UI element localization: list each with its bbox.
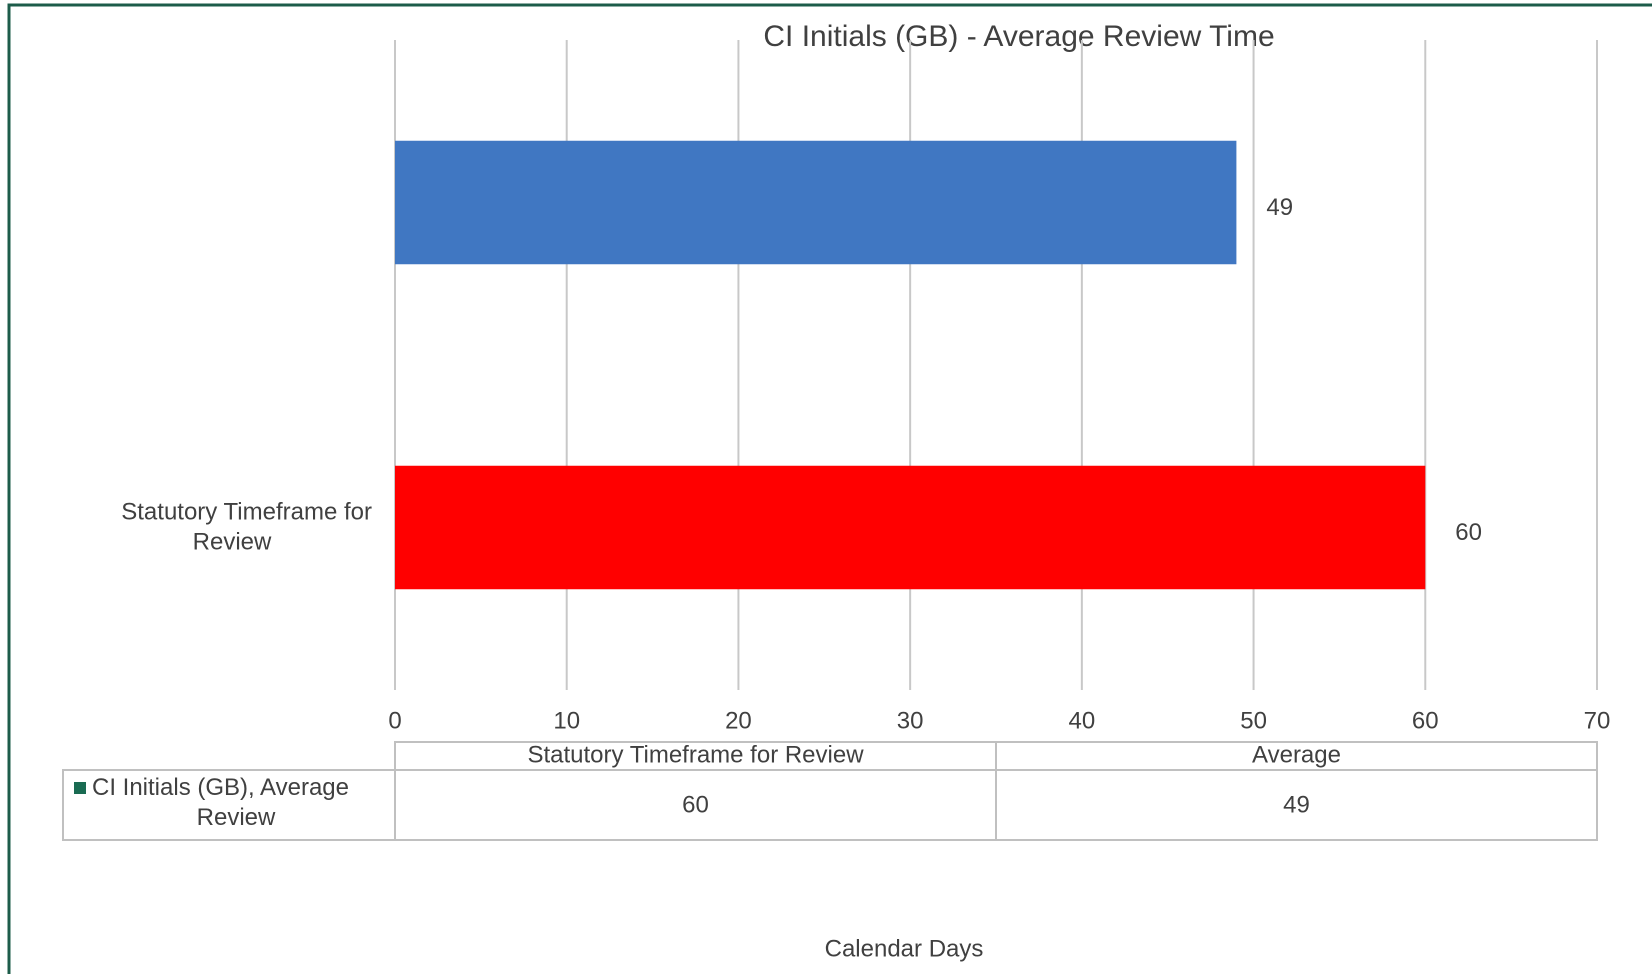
legend-key <box>74 782 86 794</box>
table-value: 60 <box>682 791 709 818</box>
bar <box>395 140 1237 265</box>
data-label: 60 <box>1455 519 1482 546</box>
x-axis-label: Calendar Days <box>825 935 984 962</box>
x-tick-label: 60 <box>1412 707 1439 734</box>
table-value: 49 <box>1283 791 1310 818</box>
x-tick-label: 50 <box>1240 707 1267 734</box>
data-label: 49 <box>1266 194 1293 221</box>
table-cell <box>995 769 1598 841</box>
bar <box>395 465 1426 590</box>
table-header: Average <box>1252 741 1341 768</box>
table-series-name: CI Initials (GB), Average Review <box>92 774 349 831</box>
table-header: Statutory Timeframe for Review <box>527 741 864 768</box>
x-tick-label: 40 <box>1069 707 1096 734</box>
frame <box>7 3 1652 974</box>
x-tick-label: 70 <box>1584 707 1611 734</box>
x-tick-label: 20 <box>725 707 752 734</box>
x-tick-label: 10 <box>553 707 580 734</box>
chart-title: CI Initials (GB) - Average Review Time <box>763 20 1274 53</box>
y-tick-label: Statutory Timeframe for Review <box>121 499 372 556</box>
x-tick-label: 0 <box>388 707 401 734</box>
table-row-header-cell <box>62 769 396 841</box>
x-tick-label: 30 <box>897 707 924 734</box>
